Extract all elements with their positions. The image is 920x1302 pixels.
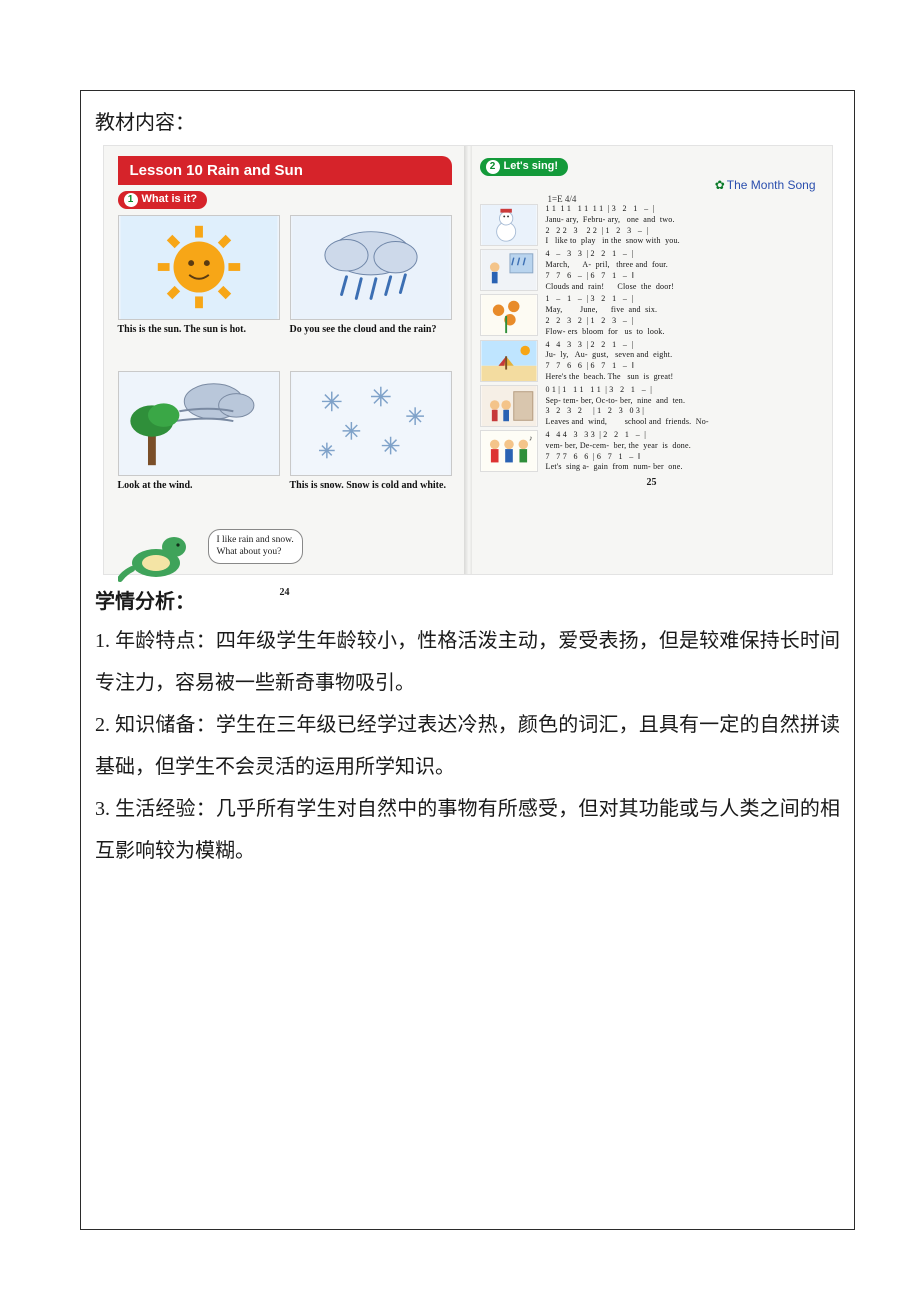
dino-row: I like rain and snow. What about you? <box>118 523 452 583</box>
song-row-2-lines: 4 – 3 3 | 2 2 1 – | March, A- pril, thre… <box>546 249 824 292</box>
analysis-point-3: 3. 生活经验：几乎所有学生对自然中的事物有所感受，但对其功能或与人类之间的相互… <box>95 788 840 872</box>
song-row-5-pic <box>480 385 538 427</box>
panel-grid: 1 <box>118 215 452 521</box>
panel-2-pic-cloud-rain <box>290 215 452 320</box>
page: 教材内容： Lesson 10 Rain and Sun 1 What is it… <box>0 0 920 1290</box>
song-row-4-lines: 4 4 3 3 | 2 2 1 – | Ju- ly, Au- gust, se… <box>546 340 824 383</box>
song-row-6-pic: ♪ <box>480 430 538 472</box>
section-1-label: What is it? <box>142 193 198 205</box>
section-2-label: Let's sing! <box>504 160 559 172</box>
time-signature: 1=E 4/4 <box>548 194 824 204</box>
song-row-3-lines: 1 – 1 – | 3 2 1 – | May, June, five and … <box>546 294 824 337</box>
textbook-right-page: 2 Let's sing! ✿The Month Song 1=E 4/4 1 1… <box>472 146 832 574</box>
song-row-1-pic <box>480 204 538 246</box>
label-textbook-content: 教材内容： <box>95 107 840 139</box>
song-row-1-lines: 1 1 1 1 1 1 1 1 | 3 2 1 – | Janu- ary, F… <box>546 204 824 247</box>
section-1-badge: 1 <box>124 193 138 207</box>
dino-bubble-line1: I like rain and snow. <box>217 535 294 545</box>
panel-1-pic-sun <box>118 215 280 320</box>
panel-3: 3 <box>118 371 280 521</box>
panel-2: 2 <box>290 215 452 365</box>
analysis-point-2: 2. 知识储备：学生在三年级已经学过表达冷热，颜色的词汇，且具有一定的自然拼读基… <box>95 704 840 788</box>
panel-3-pic-wind <box>118 371 280 476</box>
panel-4-pic-snow <box>290 371 452 476</box>
section-2-badge: 2 <box>486 160 500 174</box>
panel-3-caption: Look at the wind. <box>118 480 280 493</box>
song-row-5-lines: 0 1 | 1 1 1 1 1 | 3 2 1 – | Sep- tem- be… <box>546 385 824 428</box>
dino-bubble: I like rain and snow. What about you? <box>208 529 303 564</box>
leaf-icon: ✿ <box>715 178 725 192</box>
section-1-pill: 1 What is it? <box>118 191 208 209</box>
right-page-number: 25 <box>480 477 824 488</box>
lesson-banner: Lesson 10 Rain and Sun <box>118 156 452 185</box>
content-frame: 教材内容： Lesson 10 Rain and Sun 1 What is it… <box>80 90 855 1230</box>
textbook-left-page: Lesson 10 Rain and Sun 1 What is it? 1 <box>104 146 464 574</box>
panel-2-caption: Do you see the cloud and the rain? <box>290 324 452 337</box>
panel-1: 1 <box>118 215 280 365</box>
svg-text:♪: ♪ <box>529 433 533 442</box>
analysis-point-1: 1. 年龄特点：四年级学生年龄较小，性格活泼主动，爱受表扬，但是较难保持长时间专… <box>95 620 840 704</box>
panel-1-caption: This is the sun. The sun is hot. <box>118 324 280 337</box>
dino-bubble-line2: What about you? <box>217 547 282 557</box>
song-row-6-lines: 4 4 4 3 3 3 | 2 2 1 – | vem- ber, De-cem… <box>546 430 824 473</box>
song-title-text: The Month Song <box>727 178 816 192</box>
section-2-pill: 2 Let's sing! <box>480 158 569 176</box>
panel-4: 4 <box>290 371 452 521</box>
song-row-4-pic <box>480 340 538 382</box>
dino-figure <box>118 523 198 583</box>
textbook-figure: Lesson 10 Rain and Sun 1 What is it? 1 <box>103 145 833 575</box>
song-row-3-pic <box>480 294 538 336</box>
song-title: ✿The Month Song <box>480 178 816 192</box>
panel-4-caption: This is snow. Snow is cold and white. <box>290 480 452 493</box>
song-grid: 1 1 1 1 1 1 1 1 | 3 2 1 – | Janu- ary, F… <box>480 204 824 473</box>
left-page-number: 24 <box>118 587 452 598</box>
song-row-2-pic <box>480 249 538 291</box>
